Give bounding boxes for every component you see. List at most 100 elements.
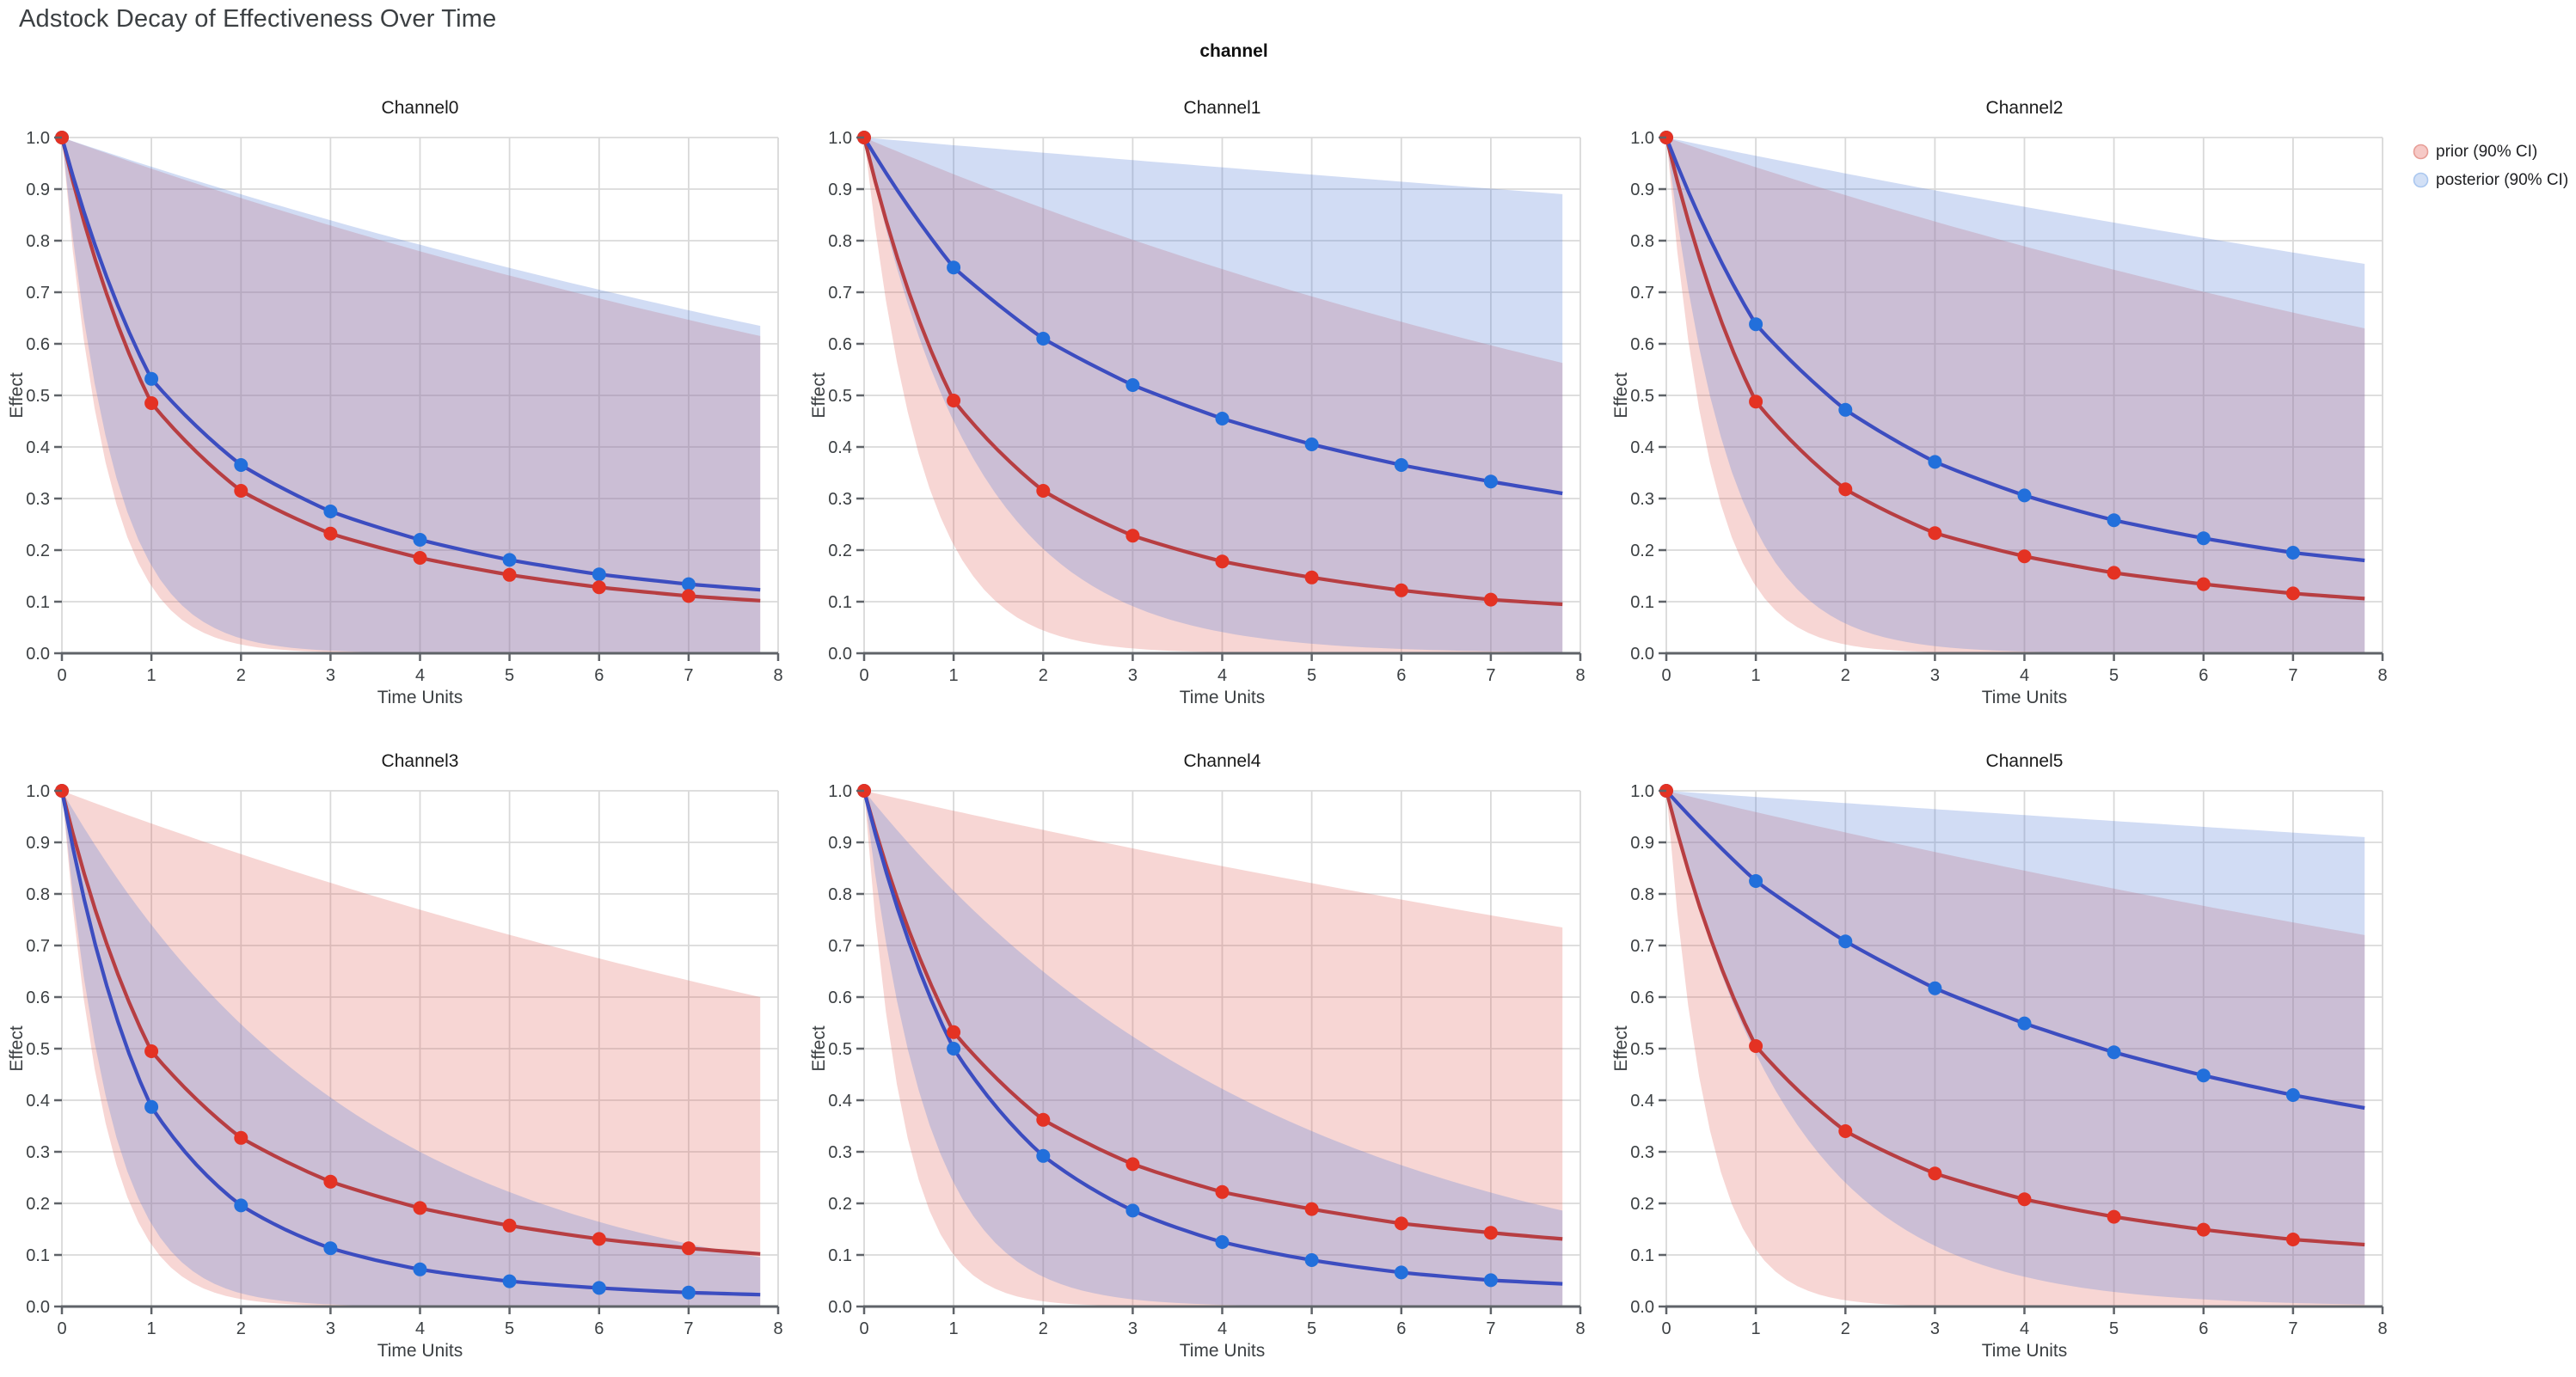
x-tick-label: 2 (1841, 1319, 1850, 1338)
y-tick-label: 1.0 (26, 782, 50, 801)
prior-marker (1036, 484, 1051, 498)
y-tick-label: 0.7 (828, 937, 852, 956)
prior-marker (1215, 1184, 1230, 1199)
posterior-marker (1749, 317, 1763, 332)
x-axis-title: Time Units (1982, 1341, 2068, 1361)
subplot-svg: 0 1 2 3 4 5 6 7 8 0.0 0.1 0.2 0.3 0.4 0.5 0.6 0.7 0.8 0.9 1… (9, 751, 783, 1361)
y-tick-label: 1.0 (1630, 129, 1654, 148)
y-tick-label: 0.6 (26, 335, 50, 354)
subplot-title: Channel3 (382, 751, 459, 771)
subplot-channel2: 0 1 2 3 4 5 6 7 8 0.0 0.1 0.2 0.3 0.4 0.5 0.6 0.7 0.8 0.9 1… (1613, 86, 2415, 724)
legend: prior (90% CI) posterior (90% CI) (2413, 138, 2574, 194)
prior-marker (1125, 1157, 1140, 1172)
x-axis-title: Time Units (1180, 688, 1266, 707)
subplot-title: Channel4 (1184, 751, 1261, 771)
y-tick-label: 0.7 (828, 284, 852, 303)
y-tick-label: 0.2 (26, 542, 50, 560)
y-tick-label: 0.3 (26, 1143, 50, 1162)
y-tick-label: 0.4 (26, 1092, 50, 1111)
y-tick-label: 0.5 (828, 387, 852, 406)
x-tick-label: 3 (1930, 1319, 1940, 1338)
posterior-marker (1394, 458, 1408, 472)
y-tick-label: 0.4 (828, 438, 852, 457)
prior-ci-band (864, 791, 1563, 1307)
y-tick-label: 1.0 (26, 129, 50, 148)
y-tick-label: 0.0 (1630, 645, 1654, 664)
facet-title: channel (1199, 41, 1268, 61)
x-tick-label: 1 (147, 666, 156, 685)
x-tick-label: 3 (326, 1319, 335, 1338)
x-tick-label: 3 (1930, 666, 1940, 685)
x-tick-label: 2 (1841, 666, 1850, 685)
y-tick-label: 0.5 (1630, 1040, 1654, 1059)
y-axis-title: Effect (1613, 372, 1631, 418)
x-tick-label: 8 (2377, 1319, 2387, 1338)
x-tick-label: 5 (2109, 1319, 2119, 1338)
x-tick-label: 7 (1486, 1319, 1495, 1338)
posterior-ci-band (864, 138, 1563, 652)
y-tick-label: 0.7 (1630, 937, 1654, 956)
y-tick-label: 0.5 (1630, 387, 1654, 406)
y-tick-label: 0.6 (1630, 988, 1654, 1007)
subplot-title: Channel1 (1184, 98, 1261, 118)
prior-marker (1036, 1112, 1051, 1127)
x-axis-title: Time Units (377, 1341, 463, 1361)
y-axis-title: Effect (811, 372, 829, 418)
x-tick-label: 5 (2109, 666, 2119, 685)
y-tick-label: 0.0 (828, 1298, 852, 1317)
prior-marker (2285, 586, 2300, 601)
posterior-marker (234, 1198, 248, 1213)
y-axis-title: Effect (811, 1025, 829, 1071)
y-tick-label: 0.1 (828, 1246, 852, 1265)
y-tick-label: 0.6 (828, 988, 852, 1007)
x-tick-label: 6 (2199, 1319, 2208, 1338)
prior-marker (234, 484, 248, 498)
y-tick-label: 0.0 (26, 1298, 50, 1317)
y-tick-label: 0.4 (828, 1092, 852, 1111)
subplot-title: Channel5 (1986, 751, 2064, 771)
x-tick-label: 3 (326, 666, 335, 685)
subplot-title: Channel2 (1986, 98, 2064, 118)
posterior-marker (323, 505, 338, 518)
y-tick-label: 0.3 (26, 490, 50, 509)
y-tick-label: 0.8 (1630, 885, 1654, 904)
x-tick-label: 3 (1128, 1319, 1138, 1338)
posterior-marker (502, 553, 517, 567)
subplot-channel4: 0 1 2 3 4 5 6 7 8 0.0 0.1 0.2 0.3 0.4 0.5 0.6 0.7 0.8 0.9 1… (811, 739, 1613, 1377)
subplot-svg: 0 1 2 3 4 5 6 7 8 0.0 0.1 0.2 0.3 0.4 0.5 0.6 0.7 0.8 0.9 1… (811, 98, 1585, 707)
prior-marker (413, 1201, 427, 1215)
y-tick-label: 0.8 (26, 232, 50, 251)
prior-marker (1304, 1202, 1319, 1216)
y-tick-label: 0.1 (26, 1246, 50, 1265)
prior-marker (2107, 566, 2121, 580)
subplot-svg: 0 1 2 3 4 5 6 7 8 0.0 0.1 0.2 0.3 0.4 0.5 0.6 0.7 0.8 0.9 1… (811, 751, 1585, 1361)
y-tick-label: 0.2 (828, 1195, 852, 1214)
x-tick-label: 5 (505, 666, 514, 685)
posterior-marker (2196, 1068, 2211, 1083)
y-tick-label: 0.3 (828, 1143, 852, 1162)
posterior-ci-band (1666, 791, 2365, 1305)
y-tick-label: 0.3 (828, 490, 852, 509)
posterior-marker (1838, 934, 1853, 949)
prior-marker (681, 1241, 696, 1256)
y-tick-label: 0.6 (26, 988, 50, 1007)
prior-marker (144, 1044, 159, 1058)
x-tick-label: 5 (505, 1319, 514, 1338)
x-tick-label: 7 (684, 666, 693, 685)
posterior-marker (323, 1241, 338, 1256)
y-tick-label: 0.4 (26, 438, 50, 457)
posterior-marker (1304, 438, 1319, 451)
posterior-marker (1125, 378, 1140, 392)
posterior-swatch-icon (2413, 172, 2429, 188)
y-tick-label: 0.0 (828, 645, 852, 664)
y-tick-label: 0.0 (1630, 1298, 1654, 1317)
y-tick-label: 0.1 (26, 593, 50, 612)
prior-marker (413, 551, 427, 565)
prior-marker (502, 1218, 517, 1233)
y-tick-label: 0.4 (1630, 438, 1654, 457)
charts-grid: 0 1 2 3 4 5 6 7 8 0.0 0.1 0.2 0.3 0.4 0.5 0.6 0.7 0.8 0.9 1… (9, 86, 2415, 1377)
x-tick-label: 6 (1396, 1319, 1406, 1338)
x-axis-title: Time Units (1180, 1341, 1266, 1361)
posterior-marker (681, 577, 696, 591)
prior-swatch-icon (2413, 144, 2429, 160)
